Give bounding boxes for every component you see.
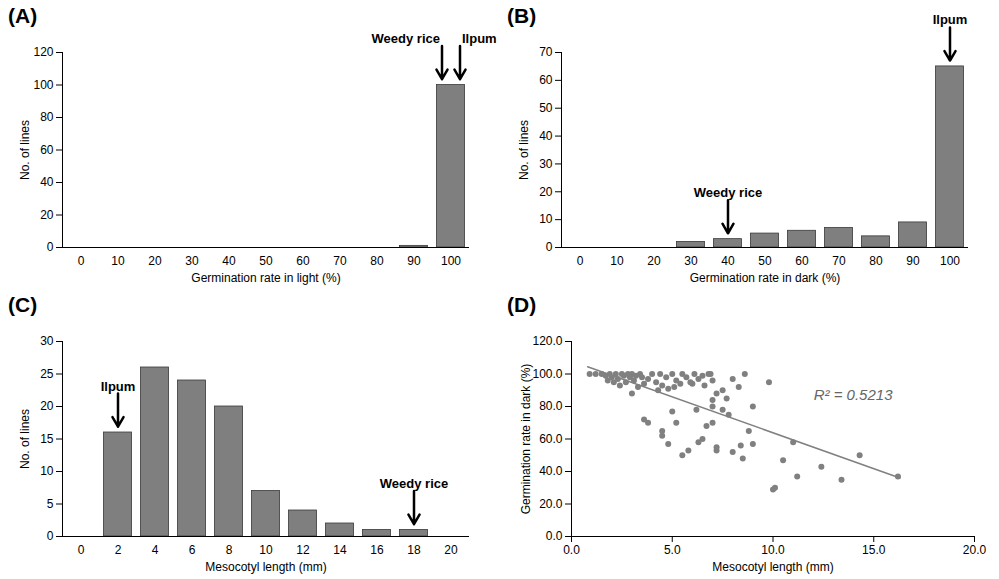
svg-text:40: 40 — [40, 175, 54, 189]
svg-text:120: 120 — [33, 45, 53, 59]
svg-text:Weedy rice: Weedy rice — [372, 31, 440, 46]
svg-text:20: 20 — [40, 208, 54, 222]
svg-text:60: 60 — [40, 143, 54, 157]
svg-text:30: 30 — [539, 157, 553, 171]
svg-text:70: 70 — [832, 254, 846, 268]
svg-text:40: 40 — [721, 254, 735, 268]
svg-text:60.0: 60.0 — [539, 432, 563, 446]
html-text:(A): (A) — [8, 4, 38, 27]
html-text:(B): (B) — [507, 4, 537, 27]
svg-text:30: 30 — [185, 254, 199, 268]
svg-text:40: 40 — [222, 254, 236, 268]
svg-text:80: 80 — [370, 254, 384, 268]
svg-text:No. of lines: No. of lines — [517, 120, 531, 180]
svg-text:0.0: 0.0 — [546, 529, 563, 543]
svg-text:15: 15 — [40, 432, 54, 446]
svg-text:90: 90 — [407, 254, 421, 268]
svg-text:8: 8 — [226, 543, 233, 557]
svg-text:Ilpum: Ilpum — [101, 379, 136, 394]
svg-text:12: 12 — [296, 543, 310, 557]
svg-text:Mesocotyl length (mm): Mesocotyl length (mm) — [205, 560, 326, 574]
svg-text:80: 80 — [869, 254, 883, 268]
svg-text:40.0: 40.0 — [539, 464, 563, 478]
svg-text:0: 0 — [78, 543, 85, 557]
svg-text:20: 20 — [539, 185, 553, 199]
svg-text:90: 90 — [906, 254, 920, 268]
svg-text:50: 50 — [259, 254, 273, 268]
svg-text:120.0: 120.0 — [532, 334, 562, 348]
svg-text:R² = 0.5213: R² = 0.5213 — [814, 386, 893, 403]
svg-text:Weedy rice: Weedy rice — [380, 476, 448, 491]
html-text:(C): (C) — [8, 293, 38, 316]
svg-text:20: 20 — [148, 254, 162, 268]
svg-text:No. of lines: No. of lines — [18, 120, 32, 180]
svg-text:40: 40 — [539, 129, 553, 143]
svg-text:50: 50 — [539, 101, 553, 115]
svg-text:Germination rate in light (%): Germination rate in light (%) — [191, 271, 340, 285]
svg-text:6: 6 — [189, 543, 196, 557]
svg-text:80.0: 80.0 — [539, 399, 563, 413]
svg-text:50: 50 — [758, 254, 772, 268]
svg-text:30: 30 — [40, 334, 54, 348]
svg-text:15.0: 15.0 — [862, 543, 886, 557]
svg-text:10: 10 — [539, 212, 553, 226]
svg-text:4: 4 — [152, 543, 159, 557]
svg-text:20: 20 — [647, 254, 661, 268]
svg-text:60: 60 — [539, 73, 553, 87]
svg-text:70: 70 — [539, 45, 553, 59]
svg-text:60: 60 — [296, 254, 310, 268]
svg-text:18: 18 — [407, 543, 421, 557]
svg-text:5.0: 5.0 — [664, 543, 681, 557]
svg-text:100: 100 — [441, 254, 461, 268]
svg-text:0.0: 0.0 — [563, 543, 580, 557]
svg-text:2: 2 — [115, 543, 122, 557]
svg-text:14: 14 — [333, 543, 347, 557]
svg-text:100.0: 100.0 — [532, 367, 562, 381]
svg-text:Ilpum: Ilpum — [933, 12, 968, 27]
svg-text:Germination rate in dark (%): Germination rate in dark (%) — [690, 271, 841, 285]
svg-text:10: 10 — [111, 254, 125, 268]
svg-text:Germination rate in dark (%): Germination rate in dark (%) — [519, 364, 533, 515]
svg-text:16: 16 — [370, 543, 384, 557]
svg-text:30: 30 — [684, 254, 698, 268]
svg-text:10: 10 — [40, 464, 54, 478]
svg-text:10.0: 10.0 — [761, 543, 785, 557]
svg-text:Weedy rice: Weedy rice — [694, 185, 762, 200]
svg-text:20: 20 — [444, 543, 458, 557]
svg-text:80: 80 — [40, 110, 54, 124]
svg-text:Ilpum: Ilpum — [462, 31, 497, 46]
svg-text:20: 20 — [40, 399, 54, 413]
svg-text:25: 25 — [40, 367, 54, 381]
svg-text:60: 60 — [795, 254, 809, 268]
svg-text:0: 0 — [577, 254, 584, 268]
svg-text:Mesocotyl length (mm): Mesocotyl length (mm) — [712, 560, 833, 574]
svg-text:10: 10 — [610, 254, 624, 268]
svg-text:0: 0 — [546, 240, 553, 254]
svg-text:0: 0 — [78, 254, 85, 268]
svg-text:20.0: 20.0 — [963, 543, 987, 557]
svg-text:0: 0 — [47, 529, 54, 543]
svg-text:100: 100 — [940, 254, 960, 268]
svg-text:10: 10 — [259, 543, 273, 557]
svg-text:5: 5 — [47, 497, 54, 511]
html-text:(D): (D) — [507, 293, 537, 316]
svg-text:20.0: 20.0 — [539, 497, 563, 511]
svg-text:No. of lines: No. of lines — [18, 409, 32, 469]
svg-text:0: 0 — [47, 240, 54, 254]
svg-text:100: 100 — [33, 78, 53, 92]
svg-text:70: 70 — [333, 254, 347, 268]
